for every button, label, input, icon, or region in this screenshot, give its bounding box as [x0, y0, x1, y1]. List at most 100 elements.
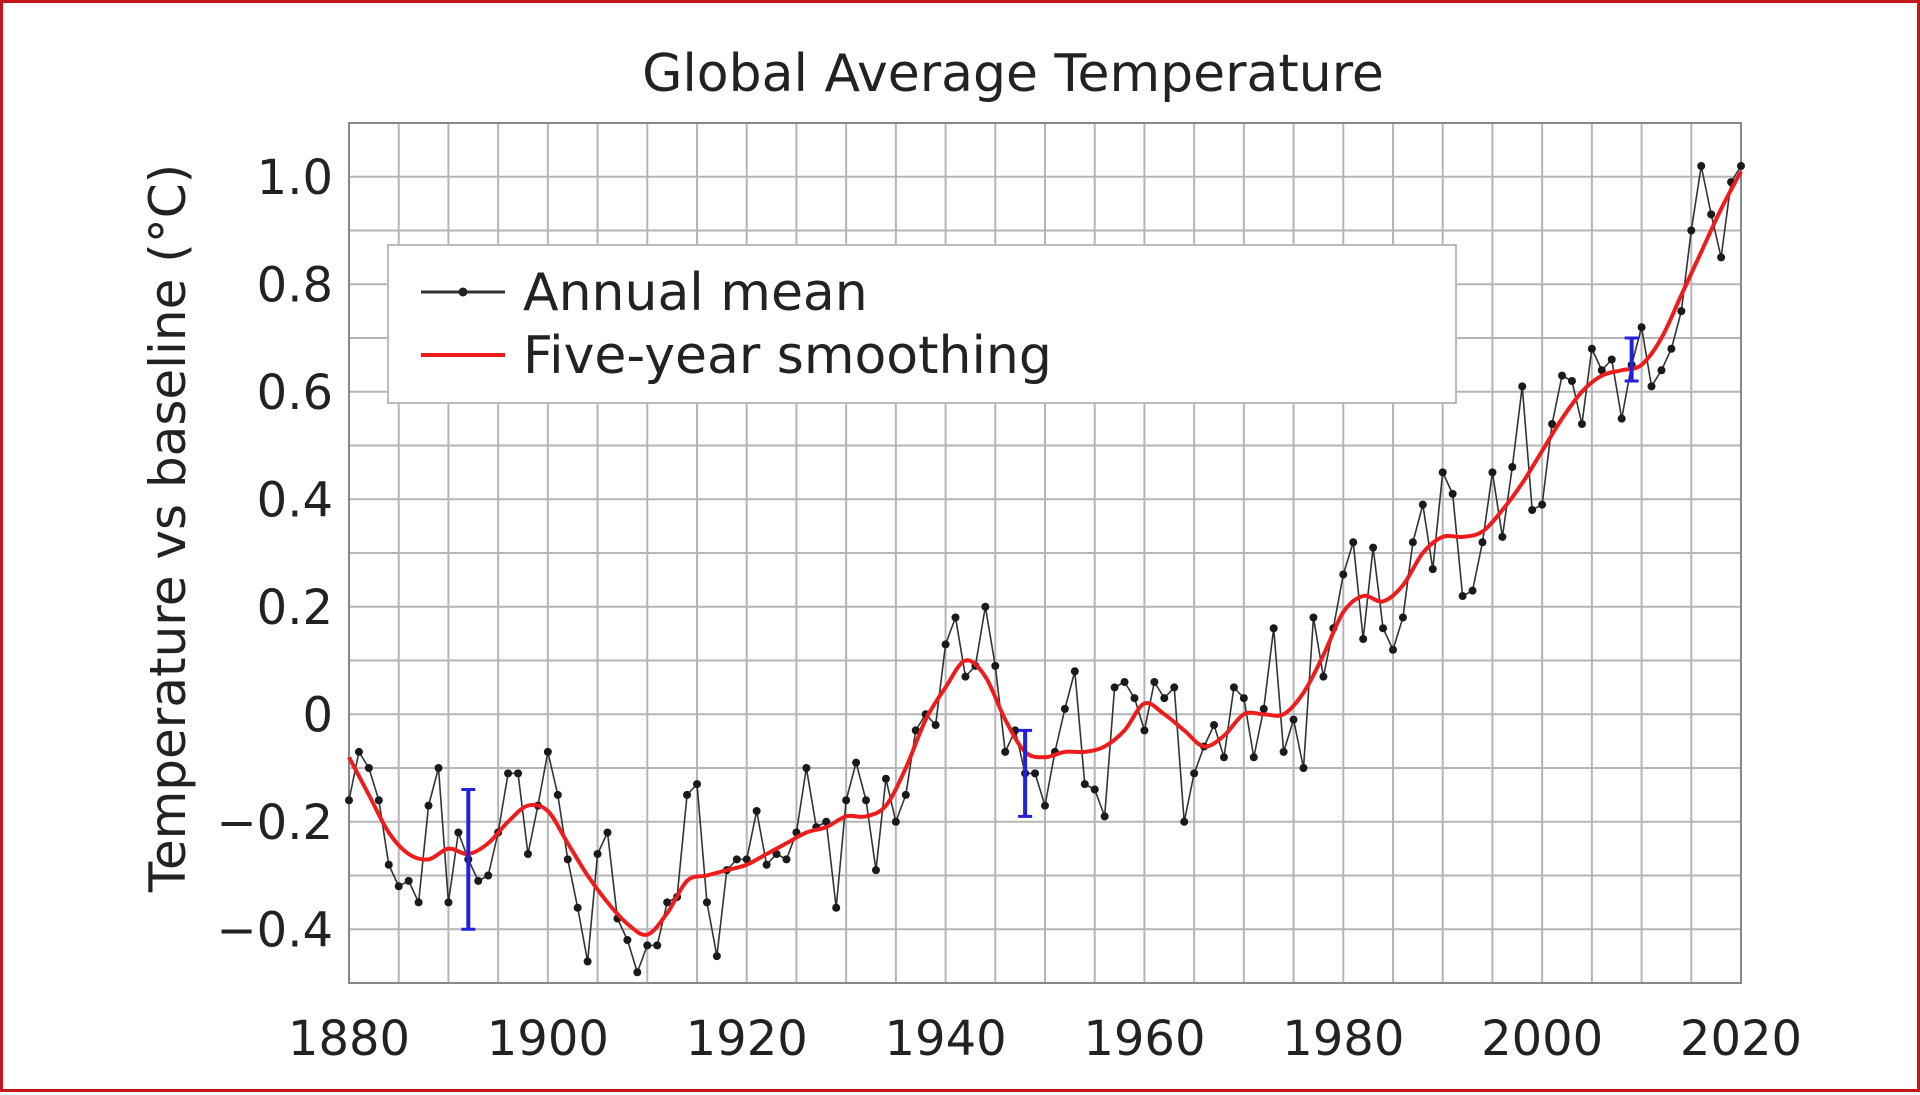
annual-mean-point — [1031, 769, 1040, 778]
annual-mean-point — [901, 790, 910, 799]
annual-mean-point — [1567, 377, 1576, 385]
annual-mean-point — [424, 801, 433, 810]
annual-mean-point — [742, 855, 751, 864]
legend-annual-label: Annual mean — [523, 263, 868, 323]
y-axis-ticks: −0.4 −0.2 0 0.2 0.4 0.6 0.8 1.0 — [216, 150, 333, 959]
series-layer — [345, 162, 1745, 977]
temperature-chart: Global Average Temperature Temperature v… — [139, 44, 1802, 1067]
y-tick-label: 0.2 — [257, 580, 333, 636]
x-axis-ticks: 1880 1900 1920 1940 1960 1980 2000 2020 — [288, 1011, 1802, 1067]
annual-mean-point — [394, 882, 403, 891]
annual-mean-point — [1070, 667, 1079, 676]
annual-mean-point — [643, 941, 652, 950]
annual-mean-point — [752, 807, 761, 815]
annual-mean-point — [1190, 769, 1199, 778]
x-tick-label: 1980 — [1282, 1011, 1404, 1067]
annual-mean-point — [1398, 613, 1407, 622]
annual-mean-point — [1299, 764, 1308, 772]
annual-mean-point — [1677, 307, 1686, 316]
annual-mean-point — [852, 758, 861, 767]
y-tick-label: 0.6 — [257, 365, 333, 421]
annual-mean-point — [1697, 162, 1706, 170]
legend-box — [387, 244, 1457, 404]
annual-mean-point — [1130, 694, 1139, 703]
annual-mean-point — [1448, 489, 1457, 498]
annual-mean-point — [1090, 785, 1099, 794]
y-tick-label: 0 — [302, 687, 333, 743]
plot-area-border — [348, 122, 1742, 984]
annual-mean-point — [1607, 355, 1616, 364]
annual-mean-point — [1468, 586, 1477, 595]
annual-mean-point — [1309, 613, 1318, 622]
annual-mean-point — [484, 871, 493, 880]
annual-mean-point — [593, 850, 602, 858]
annual-mean-point — [543, 747, 552, 756]
annual-mean-point — [1597, 366, 1606, 375]
annual-mean-point — [1229, 683, 1238, 692]
annual-mean-point — [1369, 543, 1378, 552]
annual-mean-point — [1538, 500, 1547, 509]
annual-mean-point — [1239, 694, 1248, 703]
annual-mean-point — [1379, 624, 1388, 633]
annual-mean-point — [563, 855, 572, 864]
annual-mean-point — [1279, 747, 1288, 756]
annual-mean-point — [891, 817, 900, 826]
annual-mean-point — [1508, 463, 1517, 471]
annual-mean-point — [1458, 592, 1467, 600]
annual-mean-point — [802, 764, 811, 772]
annual-mean-point — [1140, 726, 1149, 735]
annual-mean-point — [762, 860, 771, 869]
annual-mean-point — [1577, 420, 1586, 428]
annual-mean-point — [1219, 753, 1228, 762]
annual-mean-point — [1110, 683, 1119, 692]
error-bars — [461, 336, 1639, 931]
annual-mean-point — [1438, 468, 1447, 477]
annual-mean-point — [1418, 500, 1427, 509]
annual-mean-point — [1518, 382, 1527, 391]
legend: Annual mean Five-year smoothing — [387, 244, 1457, 404]
annual-mean-point — [1150, 678, 1159, 686]
annual-mean-point — [1389, 645, 1397, 654]
annual-mean-point — [1319, 672, 1328, 681]
annual-mean-point — [1269, 624, 1278, 633]
annual-mean-point — [1001, 747, 1010, 756]
annual-mean-point — [1041, 801, 1049, 810]
annual-mean-point — [514, 769, 523, 778]
annual-mean-point — [1687, 226, 1696, 235]
annual-mean-point — [444, 898, 453, 907]
annual-mean-point — [434, 764, 443, 772]
annual-mean-point — [414, 898, 423, 907]
y-tick-label: −0.4 — [216, 902, 333, 958]
y-tick-label: 0.8 — [257, 257, 333, 313]
annual-mean-point — [1210, 721, 1219, 729]
annual-mean-point — [1647, 382, 1656, 391]
annual-mean-point — [1359, 635, 1368, 643]
annual-mean-point — [663, 898, 672, 907]
annual-mean-point — [1249, 753, 1258, 762]
annual-mean-point — [871, 866, 880, 875]
annual-mean-point — [772, 850, 781, 858]
y-tick-label: 1.0 — [257, 150, 333, 206]
annual-mean-point — [1737, 162, 1745, 170]
annual-mean-point — [1160, 694, 1169, 703]
annual-mean-point — [1717, 253, 1726, 262]
annual-mean-point — [1667, 344, 1676, 353]
annual-mean-point — [991, 661, 1000, 670]
annual-mean-point — [583, 957, 592, 966]
legend-annual-marker — [458, 287, 468, 297]
annual-mean-point — [1587, 344, 1596, 353]
annual-mean-point — [1478, 538, 1487, 547]
five-year-smoothing-line — [347, 170, 1743, 937]
annual-mean-point — [702, 898, 711, 907]
annual-mean-point — [1259, 704, 1268, 713]
annual-mean-point — [354, 747, 363, 756]
y-tick-label: −0.2 — [216, 795, 333, 851]
annual-mean-point — [653, 941, 662, 950]
annual-mean-point — [345, 796, 353, 805]
annual-mean-point — [1428, 565, 1437, 574]
annual-mean-point — [1060, 704, 1069, 713]
annual-mean-point — [1488, 468, 1497, 477]
annual-mean-point — [553, 790, 562, 799]
x-tick-label: 2000 — [1481, 1011, 1603, 1067]
